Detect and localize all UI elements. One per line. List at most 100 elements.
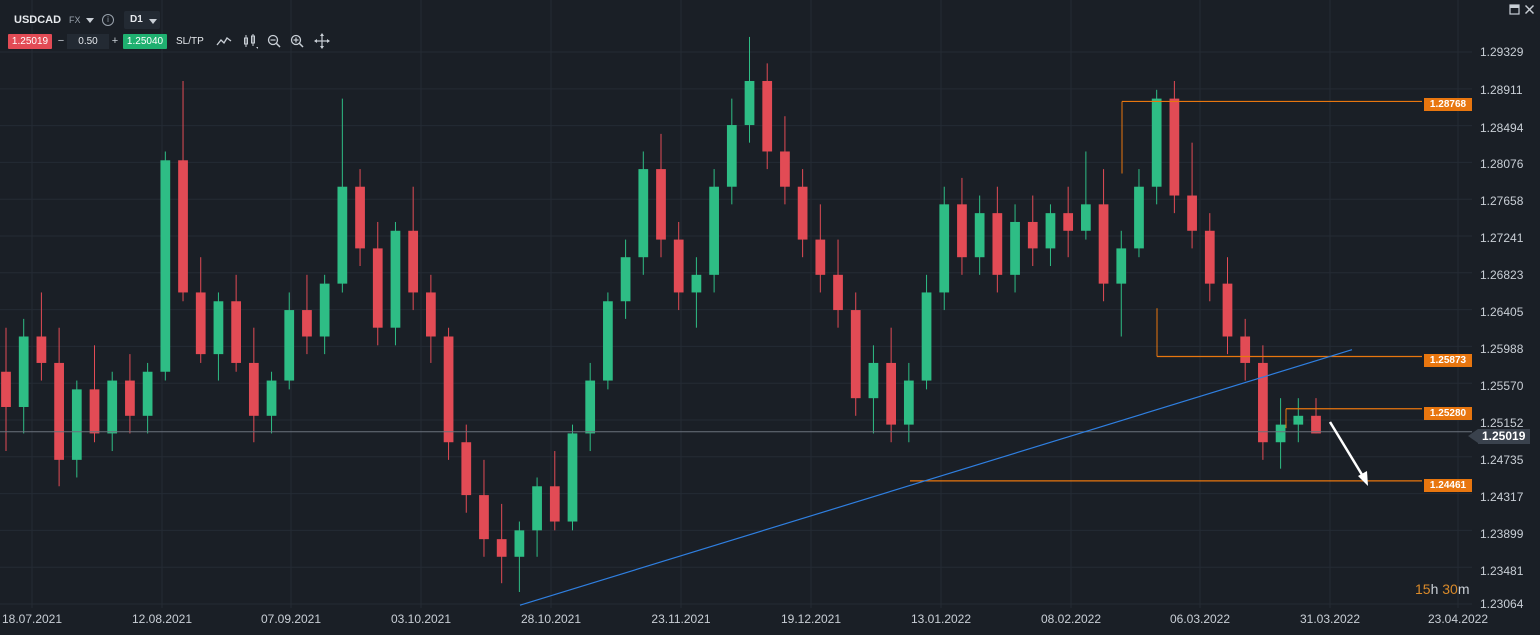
countdown-minutes: 30 [1442,581,1458,597]
candle-body [1187,195,1197,231]
date-tick: 12.08.2021 [131,612,193,626]
candle-body [549,486,560,522]
candle-body [1098,204,1109,284]
candle-body [372,248,383,328]
lot-size-field[interactable]: 0.50 [67,34,109,49]
candle-body [1240,336,1251,363]
candle-body [939,204,950,293]
zoom-out-icon[interactable] [266,33,282,49]
countdown-h-unit: h [1430,581,1439,597]
sltp-button[interactable]: SL/TP [176,36,204,47]
maximize-icon[interactable] [1509,4,1520,15]
projection-arrow [1328,421,1366,479]
candle-body [1258,362,1268,443]
price-tick: 1.27241 [1480,231,1524,245]
price-tick: 1.23064 [1480,597,1524,611]
candle-body [603,301,613,381]
candle-body [1,371,11,407]
candle-body [1222,283,1233,337]
level-label[interactable]: 1.28768 [1424,98,1472,111]
info-icon[interactable]: i [102,14,114,26]
candle-body [142,371,153,416]
lot-decrease-button[interactable]: − [57,35,65,47]
candle-body [18,336,29,407]
price-tick: 1.27658 [1480,194,1524,208]
candle-body [1151,98,1162,187]
candle-body [797,186,808,240]
lot-increase-button[interactable]: + [111,35,119,47]
level-label[interactable]: 1.25280 [1424,407,1472,420]
level-label[interactable]: 1.24461 [1424,479,1472,492]
candle-body [974,213,985,258]
price-tick: 1.26405 [1480,305,1524,319]
level-label[interactable]: 1.25873 [1424,354,1472,367]
current-price-pointer [1468,429,1478,443]
candle-body [1169,98,1180,196]
crosshair-icon[interactable] [314,33,330,49]
candle-body [886,362,897,425]
date-tick: 28.10.2021 [520,612,582,626]
date-tick: 19.12.2021 [780,612,842,626]
candle-body [319,283,330,337]
countdown-hours: 15 [1415,581,1431,597]
projection-arrow-head [1358,471,1368,486]
timeframe-select[interactable]: D1 [124,11,160,29]
price-tick: 1.28911 [1480,83,1523,97]
candle-body [337,186,348,284]
candle-body [673,239,684,293]
candle-body [496,539,507,557]
candle-body [1080,204,1091,231]
symbol-label[interactable]: USDCAD [14,14,62,26]
candle-body [284,310,295,381]
date-tick: 23.11.2021 [651,612,711,626]
price-tick: 1.25988 [1480,342,1524,356]
candle-body [231,301,242,363]
candle-body [36,336,47,363]
candle-body [89,389,100,434]
candle-body [1027,221,1038,249]
candle-body [992,213,1003,275]
candle-body [709,186,719,275]
candle-body [266,380,277,416]
symbol-dropdown-icon[interactable] [86,18,94,23]
candle-body [762,80,773,152]
candle-body [1063,213,1074,231]
price-tick: 1.23899 [1480,527,1524,541]
candle-body [479,495,489,540]
candle-body [248,362,259,416]
line-chart-icon[interactable] [216,33,232,49]
buy-price-button[interactable]: 1.25040 [123,34,167,49]
candle-body [302,310,312,337]
candle-body [1134,186,1144,249]
candle-body [54,362,64,460]
candle-body [178,160,188,293]
candle-body [850,310,861,399]
price-tick: 1.24317 [1480,490,1524,504]
candle-body [213,301,224,355]
chevron-down-icon [149,19,157,24]
candle-body [744,80,755,126]
candle-body [160,160,171,372]
candle-body [1045,213,1056,249]
candle-body [461,442,472,496]
candle-body [195,292,206,355]
candle-body [921,292,932,381]
candle-body [780,151,790,187]
current-price-label: 1.25019 [1478,429,1530,444]
date-tick: 06.03.2022 [1169,612,1231,626]
zoom-in-icon[interactable] [289,33,305,49]
close-icon[interactable] [1524,4,1535,15]
price-tick: 1.29329 [1480,45,1524,59]
candle-body [443,336,454,443]
countdown-m-unit: m [1457,581,1470,597]
candles-icon[interactable] [242,33,258,49]
candle-body [1204,230,1215,284]
candle-body [355,186,365,249]
date-tick: 18.07.2021 [1,612,63,626]
price-tick: 1.25152 [1480,416,1524,430]
candle-body [71,389,82,460]
candle-body [1293,415,1304,425]
sell-price-button[interactable]: 1.25019 [8,34,52,49]
